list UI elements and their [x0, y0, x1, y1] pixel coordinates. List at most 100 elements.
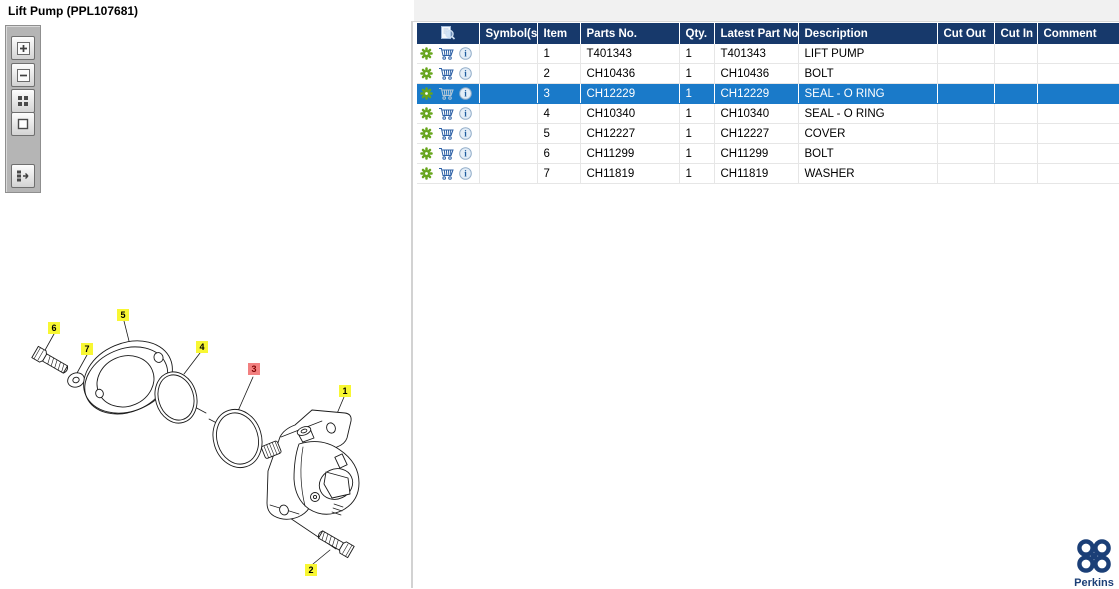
- diagram-toolbar: [5, 25, 41, 193]
- table-row[interactable]: i 7 CH11819 1 CH11819 WASHER: [417, 163, 1119, 184]
- info-icon: i: [459, 87, 472, 100]
- cell-qty: 1: [679, 123, 715, 144]
- perkins-rings-icon: [1077, 539, 1111, 573]
- column-header-parts-no: Parts No.: [579, 23, 679, 44]
- callout-7[interactable]: 7: [81, 343, 93, 355]
- cart-icon: [439, 108, 454, 120]
- table-row[interactable]: i 4 CH10340 1 CH10340 SEAL - O RING: [417, 103, 1119, 124]
- row-options-button[interactable]: [420, 167, 433, 180]
- cell-cut-in: [994, 83, 1038, 104]
- cell-cut-in: [994, 103, 1038, 124]
- right-pane-top-strip: [414, 0, 1119, 21]
- row-options-button[interactable]: [420, 127, 433, 140]
- cart-icon: [439, 88, 454, 100]
- info-button[interactable]: i: [459, 47, 472, 60]
- info-button[interactable]: i: [459, 67, 472, 80]
- add-to-cart-button[interactable]: [438, 47, 454, 60]
- column-header-cut-out: Cut Out: [936, 23, 994, 44]
- gear-icon: [420, 127, 433, 140]
- pane-divider[interactable]: [411, 21, 413, 588]
- callout-5[interactable]: 5: [117, 309, 129, 321]
- add-to-cart-button[interactable]: [438, 167, 454, 180]
- info-button[interactable]: i: [459, 147, 472, 160]
- callout-2[interactable]: 2: [305, 564, 317, 576]
- callout-6[interactable]: 6: [48, 322, 60, 334]
- cell-latest-part-no: CH12229: [714, 83, 799, 104]
- cell-latest-part-no: T401343: [714, 44, 799, 64]
- info-button[interactable]: i: [459, 167, 472, 180]
- svg-text:i: i: [464, 149, 467, 159]
- cell-cut-in: [994, 63, 1038, 84]
- cell-symbols: [479, 44, 538, 64]
- cell-comment: [1037, 143, 1119, 164]
- info-button[interactable]: i: [459, 107, 472, 120]
- table-row[interactable]: i 3 CH12229 1 CH12229 SEAL - O RING: [417, 83, 1119, 104]
- document-search-icon: [441, 26, 456, 40]
- cell-description: BOLT: [798, 143, 938, 164]
- cell-qty: 1: [679, 103, 715, 124]
- zoom-window-button[interactable]: [11, 112, 35, 136]
- table-row[interactable]: i 5 CH12227 1 CH12227 COVER: [417, 123, 1119, 144]
- zoom-in-button[interactable]: [11, 36, 35, 60]
- gear-icon: [420, 67, 433, 80]
- row-options-button[interactable]: [420, 87, 433, 100]
- parts-list-pane: Symbol(s) Item Parts No. Qty. Latest Par…: [417, 23, 1119, 184]
- row-options-button[interactable]: [420, 67, 433, 80]
- callout-4[interactable]: 4: [196, 341, 208, 353]
- add-to-cart-button[interactable]: [438, 147, 454, 160]
- page-title: Lift Pump (PPL107681): [8, 4, 139, 18]
- add-to-cart-button[interactable]: [438, 127, 454, 140]
- cell-qty: 1: [679, 83, 715, 104]
- info-button[interactable]: i: [459, 127, 472, 140]
- callout-3[interactable]: 3: [248, 363, 260, 375]
- add-to-cart-button[interactable]: [438, 107, 454, 120]
- table-row[interactable]: i 1 T401343 1 T401343 LIFT PUMP: [417, 44, 1119, 64]
- cell-item: 4: [537, 103, 581, 124]
- cell-item: 6: [537, 143, 581, 164]
- add-to-cart-button[interactable]: [438, 87, 454, 100]
- info-icon: i: [459, 67, 472, 80]
- row-options-button[interactable]: [420, 107, 433, 120]
- callout-1[interactable]: 1: [339, 385, 351, 397]
- cell-cut-in: [994, 163, 1038, 184]
- cell-parts-no: CH12229: [580, 83, 680, 104]
- cell-parts-no: T401343: [580, 44, 680, 64]
- add-to-cart-button[interactable]: [438, 67, 454, 80]
- svg-text:i: i: [464, 129, 467, 139]
- column-header-cut-in: Cut In: [993, 23, 1037, 44]
- cell-parts-no: CH10436: [580, 63, 680, 84]
- cell-parts-no: CH12227: [580, 123, 680, 144]
- cell-latest-part-no: CH10436: [714, 63, 799, 84]
- table-row[interactable]: i 2 CH10436 1 CH10436 BOLT: [417, 63, 1119, 84]
- cell-comment: [1037, 163, 1119, 184]
- gear-icon: [420, 47, 433, 60]
- svg-text:i: i: [464, 49, 467, 59]
- cell-comment: [1037, 123, 1119, 144]
- fit-overview-button[interactable]: [11, 89, 35, 113]
- table-row[interactable]: i 6 CH11299 1 CH11299 BOLT: [417, 143, 1119, 164]
- leader-lines: [43, 320, 345, 565]
- row-options-button[interactable]: [420, 47, 433, 60]
- svg-text:i: i: [464, 89, 467, 99]
- cart-icon: [439, 48, 454, 60]
- toggle-parts-panel-button[interactable]: [11, 164, 35, 188]
- cell-qty: 1: [679, 63, 715, 84]
- info-button[interactable]: i: [459, 87, 472, 100]
- diagram-pane: [0, 21, 412, 588]
- oring-4-drawing: [154, 371, 198, 424]
- cell-description: LIFT PUMP: [798, 44, 938, 64]
- zoom-out-button[interactable]: [11, 63, 35, 87]
- parts-table: Symbol(s) Item Parts No. Qty. Latest Par…: [417, 23, 1119, 184]
- cell-cut-in: [994, 44, 1038, 64]
- column-header-comment: Comment: [1036, 23, 1119, 44]
- cell-symbols: [479, 123, 538, 144]
- title-bar: Lift Pump (PPL107681): [0, 0, 1119, 22]
- cell-qty: 1: [679, 143, 715, 164]
- cell-cut-out: [937, 143, 995, 164]
- row-options-button[interactable]: [420, 147, 433, 160]
- cell-latest-part-no: CH12227: [714, 123, 799, 144]
- cover-5-drawing: [83, 340, 173, 415]
- cell-description: COVER: [798, 123, 938, 144]
- info-icon: i: [459, 47, 472, 60]
- perkins-logo: Perkins: [1072, 536, 1116, 589]
